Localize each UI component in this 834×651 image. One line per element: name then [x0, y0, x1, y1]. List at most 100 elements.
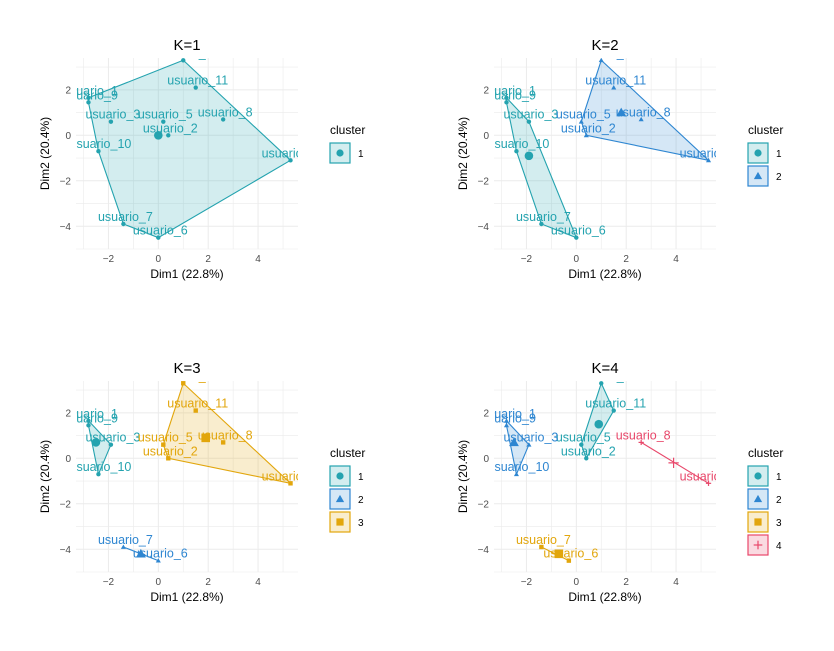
point-label: usuario_1: [63, 84, 118, 98]
point-label: usuario_10: [488, 460, 550, 474]
legend-label: 2: [358, 495, 364, 506]
y-tick-label: −4: [478, 222, 490, 233]
y-tick-label: 0: [483, 131, 489, 142]
legend: cluster 1 2 3: [329, 446, 365, 533]
x-tick-label: 4: [673, 577, 679, 588]
data-point: [120, 544, 126, 549]
y-tick-label: 2: [65, 85, 71, 96]
y-tick-label: −4: [478, 545, 490, 556]
legend-symbol: [753, 540, 763, 550]
data-point: [220, 117, 226, 122]
point-label: usuario_6: [133, 224, 188, 238]
legend-label: 4: [776, 541, 782, 552]
data-point: [579, 442, 584, 447]
legend: cluster 1: [329, 123, 365, 164]
legend-label: 1: [776, 149, 782, 160]
x-tick-label: −2: [103, 577, 115, 588]
data-point: [599, 381, 604, 386]
legend-symbol: [335, 494, 345, 503]
data-point: [220, 440, 226, 445]
legend-label: 3: [776, 518, 782, 529]
point-label: usuario_2: [561, 121, 616, 135]
data-point: [638, 439, 644, 446]
data-point: [193, 408, 198, 413]
legend-label: 2: [776, 495, 782, 506]
point-label: usuario_12: [262, 469, 324, 483]
legend-symbol: [754, 518, 762, 526]
cluster-centroid-2: [135, 548, 146, 558]
plot-area: usuario_9usuario_1usuario_3usuario_10usu…: [63, 46, 298, 240]
x-tick-label: 4: [255, 254, 261, 265]
y-axis-label: Dim2 (20.4%): [38, 440, 52, 513]
data-point: [96, 472, 101, 477]
panel-title: K=1: [173, 37, 200, 54]
data-point: [108, 119, 114, 124]
cluster-centroid-3: [554, 549, 564, 559]
data-point: [86, 418, 91, 423]
data-point: [638, 116, 644, 122]
point-label: usuario_12: [680, 146, 742, 160]
legend-title: cluster: [748, 123, 783, 137]
panel-title: K=4: [591, 360, 618, 377]
legend-label: 1: [358, 472, 364, 483]
data-point: [539, 544, 544, 550]
legend-label: 2: [776, 172, 782, 183]
data-point: [503, 418, 510, 423]
y-axis-label: Dim2 (20.4%): [456, 440, 470, 513]
data-point: [166, 133, 171, 138]
y-tick-label: 0: [483, 454, 489, 465]
x-tick-label: −2: [521, 254, 533, 265]
data-point: [584, 456, 589, 461]
point-label: usuario_4: [158, 46, 213, 60]
point-label: usuario_7: [98, 210, 153, 224]
x-axis-label: Dim1 (22.8%): [150, 590, 223, 604]
x-tick-label: 0: [156, 254, 162, 265]
legend-label: 1: [776, 472, 782, 483]
legend-label: 3: [358, 518, 364, 529]
x-tick-label: 2: [205, 254, 211, 265]
point-label: usuario_11: [585, 74, 646, 88]
x-axis-label: Dim1 (22.8%): [568, 267, 641, 281]
cluster-centroid-1: [594, 419, 604, 429]
data-point: [514, 149, 519, 154]
y-tick-label: −2: [60, 499, 72, 510]
point-label: usuario_7: [516, 210, 571, 224]
point-label: usuario_9: [63, 88, 118, 102]
panel-2: −2 0 2 4 −4 −2 0 2 K=2 Dim1 (22.8%) Dim2 (20.4%) us…: [456, 37, 783, 281]
point-label: usuario_9: [481, 88, 536, 102]
point-label: usuario_10: [488, 137, 550, 151]
data-point: [574, 235, 579, 240]
point-label: usuario_6: [543, 547, 598, 561]
point-label: usuario_1: [481, 84, 536, 98]
plot-area: usuario_9usuario_1usuario_3usuario_10usu…: [76, 369, 324, 563]
point-label: usuario_1: [481, 407, 536, 421]
data-point: [193, 85, 198, 90]
y-tick-label: −4: [60, 222, 72, 233]
legend-title: cluster: [330, 123, 365, 137]
y-axis-label: Dim2 (20.4%): [456, 117, 470, 190]
point-label: usuario_4: [158, 369, 213, 383]
y-tick-label: 2: [483, 85, 489, 96]
grid: [494, 381, 716, 573]
data-point: [166, 456, 171, 461]
point-label: usuario_8: [616, 105, 671, 119]
data-point: [288, 158, 293, 163]
x-tick-label: 4: [673, 254, 679, 265]
legend-symbol: [336, 518, 344, 526]
legend-symbol: [336, 149, 344, 157]
data-point: [598, 58, 604, 63]
point-label: usuario_11: [585, 397, 646, 411]
y-tick-label: −2: [478, 176, 490, 187]
point-label: usuario_3: [503, 108, 558, 122]
data-point: [161, 442, 166, 447]
x-tick-label: 2: [623, 577, 629, 588]
data-point: [504, 100, 509, 105]
grid: [494, 58, 716, 250]
data-point: [121, 221, 126, 227]
grid: [76, 58, 298, 250]
y-tick-label: −2: [60, 176, 72, 187]
data-point: [181, 58, 186, 63]
data-point: [503, 422, 510, 428]
data-point: [86, 95, 91, 100]
